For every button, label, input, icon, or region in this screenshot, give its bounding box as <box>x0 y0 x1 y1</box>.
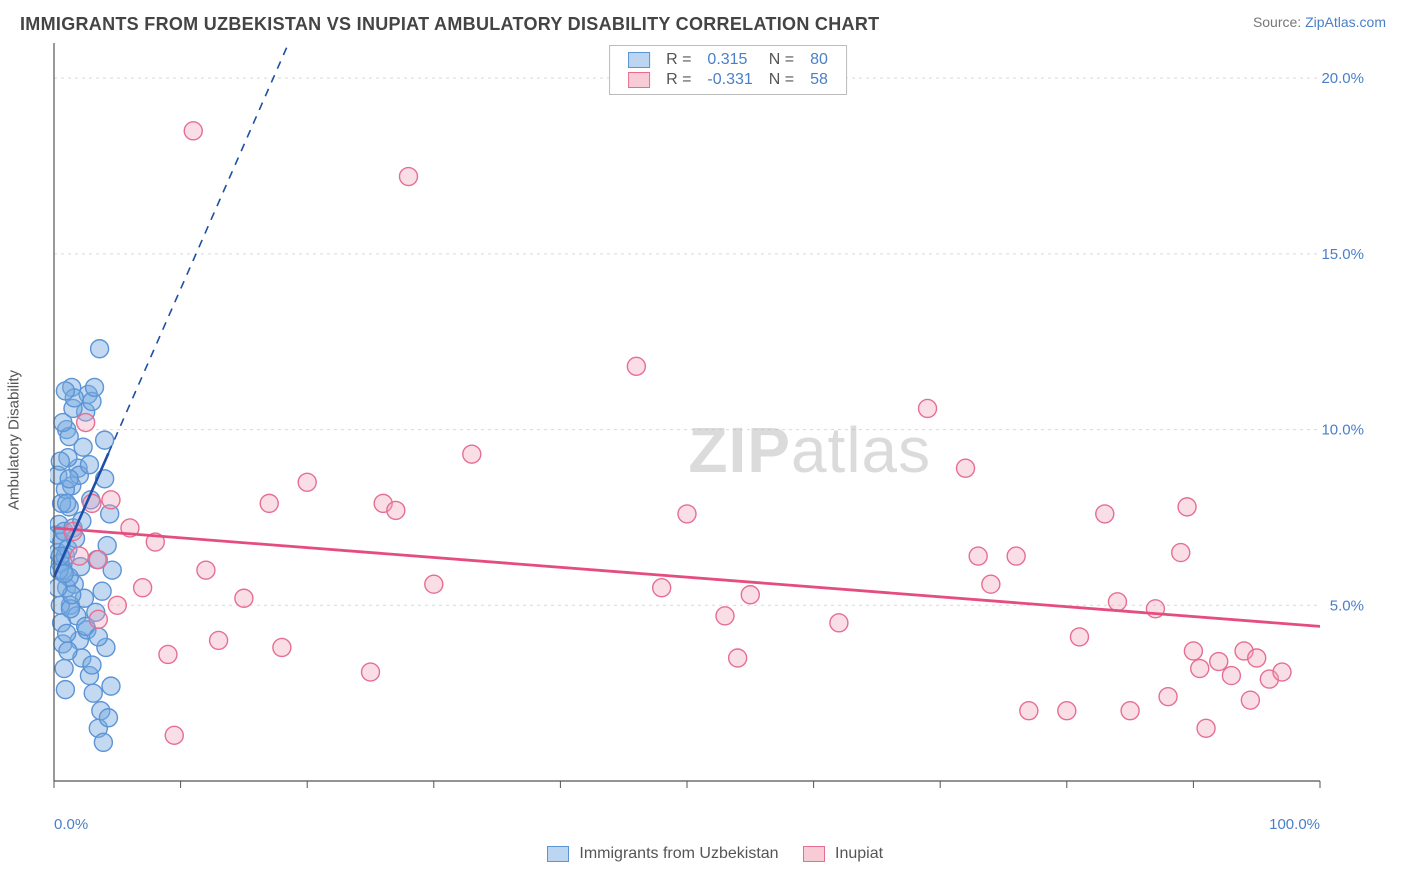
n-value: 58 <box>802 70 836 90</box>
legend-label: Inupiat <box>831 845 883 862</box>
n-value: 80 <box>802 50 836 70</box>
y-tick-label: 20.0% <box>1321 70 1364 87</box>
legend-label: Immigrants from Uzbekistan <box>575 845 779 862</box>
r-label: R = <box>658 70 699 90</box>
n-label: N = <box>761 50 802 70</box>
r-value: 0.315 <box>699 50 760 70</box>
chart-title: IMMIGRANTS FROM UZBEKISTAN VS INUPIAT AM… <box>20 14 879 35</box>
legend-row: R =0.315N =80 <box>620 50 836 70</box>
y-tick-label: 15.0% <box>1321 246 1364 263</box>
chart-area: Ambulatory Disability R =0.315N =80R =-0… <box>50 41 1406 839</box>
series-legend: Immigrants from Uzbekistan Inupiat <box>0 845 1406 863</box>
legend-row: R =-0.331N =58 <box>620 70 836 90</box>
legend-swatch <box>628 52 650 68</box>
correlation-legend: R =0.315N =80R =-0.331N =58 <box>609 45 847 95</box>
y-tick-label: 10.0% <box>1321 422 1364 439</box>
scatter-chart: ZIPatlas 0.0% 100.0% 5.0% 10.0% 15.0% 20.0% <box>50 41 1380 839</box>
x-tick-label: 100.0% <box>1269 816 1320 833</box>
n-label: N = <box>761 70 802 90</box>
x-tick-label: 0.0% <box>54 816 88 833</box>
legend-swatch <box>803 846 825 862</box>
source-label: Source: <box>1253 14 1305 30</box>
y-tick-label: 5.0% <box>1330 597 1364 614</box>
r-value: -0.331 <box>699 70 760 90</box>
source-attribution: Source: ZipAtlas.com <box>1253 14 1386 30</box>
legend-swatch <box>628 72 650 88</box>
r-label: R = <box>658 50 699 70</box>
source-value: ZipAtlas.com <box>1305 14 1386 30</box>
legend-swatch <box>547 846 569 862</box>
y-axis-label: Ambulatory Disability <box>6 370 23 510</box>
svg-text:ZIPatlas: ZIPatlas <box>688 414 931 486</box>
